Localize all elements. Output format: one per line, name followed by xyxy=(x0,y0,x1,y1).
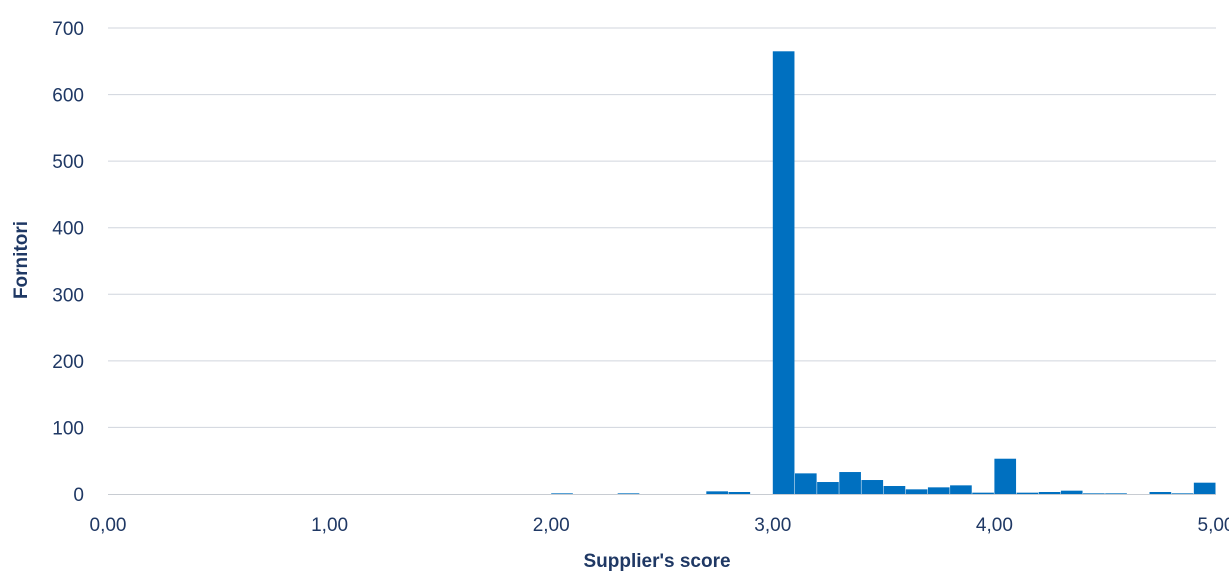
histogram-bar xyxy=(1038,492,1061,494)
histogram-bar xyxy=(883,486,906,494)
histogram-bar xyxy=(1105,493,1127,494)
x-tick-label: 3,00 xyxy=(754,515,791,536)
x-tick-label: 1,00 xyxy=(311,515,348,536)
histogram-bar xyxy=(861,480,884,494)
y-tick-label: 500 xyxy=(52,152,84,173)
y-tick-label: 0 xyxy=(73,485,84,506)
histogram-bar xyxy=(794,473,817,494)
histogram-bar xyxy=(839,472,861,494)
y-gridlines xyxy=(108,27,1216,428)
histogram-bar xyxy=(927,487,950,494)
x-tick-label: 2,00 xyxy=(533,515,570,536)
y-tick-label: 100 xyxy=(52,418,84,439)
histogram-bar xyxy=(1016,492,1039,494)
histogram-bar xyxy=(1083,493,1105,494)
histogram-bar xyxy=(972,492,994,494)
histogram-bar xyxy=(905,489,928,494)
histogram-bar xyxy=(1060,490,1083,494)
histogram-bar xyxy=(617,493,640,494)
histogram-bar xyxy=(551,493,573,494)
histogram-bar xyxy=(772,51,795,495)
y-tick-labels: 0 100 200 300 400 500 600 700 xyxy=(52,19,84,506)
histogram-bar xyxy=(1149,492,1172,494)
y-tick-label: 400 xyxy=(52,219,84,240)
y-axis-title: Fornitori xyxy=(11,221,32,299)
histogram-bar xyxy=(1193,482,1216,494)
y-tick-label: 200 xyxy=(52,352,84,373)
y-tick-label: 700 xyxy=(52,19,84,40)
x-tick-label: 4,00 xyxy=(976,515,1013,536)
x-axis-title: Supplier's score xyxy=(583,551,730,572)
x-tick-labels: 0,00 1,00 2,00 3,00 4,00 5,00 xyxy=(90,515,1229,536)
histogram-bar xyxy=(994,458,1017,494)
y-tick-label: 300 xyxy=(52,285,84,306)
x-tick-label: 0,00 xyxy=(90,515,127,536)
y-tick-label: 600 xyxy=(52,86,84,107)
histogram-bar xyxy=(950,485,972,494)
histogram-bar xyxy=(817,482,839,494)
histogram-bar xyxy=(728,492,751,494)
histogram-bar xyxy=(1171,493,1194,494)
histogram-bar xyxy=(706,491,728,494)
histogram-bars xyxy=(551,51,1216,495)
x-tick-label: 5,00 xyxy=(1198,515,1229,536)
